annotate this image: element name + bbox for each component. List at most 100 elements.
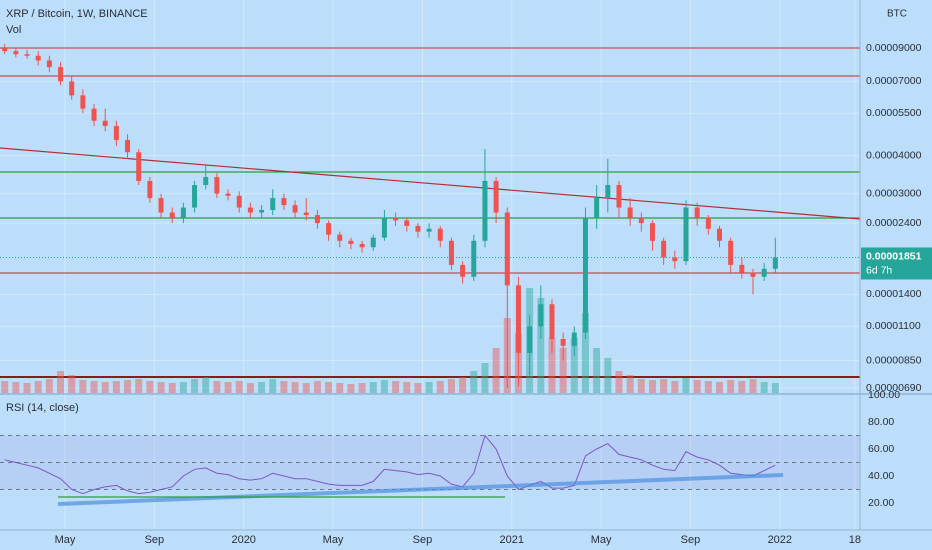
candle-body xyxy=(705,217,711,229)
candle-body xyxy=(281,198,287,206)
candle-body xyxy=(147,180,153,199)
countdown-label: 6d 7h xyxy=(866,264,892,276)
candle-body xyxy=(493,180,499,213)
last-price-badge xyxy=(861,247,932,280)
volume-bar xyxy=(57,371,65,393)
candle-body xyxy=(504,212,510,286)
volume-bar xyxy=(79,380,87,393)
trend-line xyxy=(0,147,861,220)
candle-body xyxy=(259,210,265,213)
volume-bar xyxy=(45,379,53,393)
x-tick-label: Sep xyxy=(413,534,433,546)
volume-bar xyxy=(615,371,623,393)
candle-body xyxy=(627,207,633,218)
candle-body xyxy=(393,217,399,221)
volume-bar xyxy=(682,378,690,393)
volume-bar xyxy=(191,379,199,393)
y-tick-label: 0.00001400 xyxy=(866,288,922,300)
y-tick-label: 0.00007000 xyxy=(866,75,922,87)
rsi-drawings xyxy=(57,473,784,506)
volume-bar xyxy=(693,380,701,393)
volume-bar xyxy=(179,382,187,393)
candle-body xyxy=(549,304,555,339)
candle-body xyxy=(471,240,477,277)
candle-body xyxy=(113,125,119,140)
y-tick-label: 0.00003000 xyxy=(866,187,922,199)
x-tick-label: 2022 xyxy=(768,534,792,546)
candle-body xyxy=(515,285,521,353)
x-tick-label: May xyxy=(55,534,76,546)
y-tick-label: 0.00000850 xyxy=(866,354,922,366)
candle-body xyxy=(303,212,309,216)
volume-bar xyxy=(369,382,377,393)
candle-body xyxy=(560,338,566,346)
candle-body xyxy=(772,257,778,269)
candle-body xyxy=(292,205,298,213)
volume-bar xyxy=(347,384,355,393)
volume-bar xyxy=(146,381,154,393)
volume-bar xyxy=(414,383,422,393)
candle-body xyxy=(404,220,410,226)
candle-body xyxy=(69,81,75,96)
volume-bar xyxy=(380,380,388,393)
volume-bar xyxy=(727,380,735,393)
rsi-title: RSI (14, close) xyxy=(6,402,79,414)
volume-bar xyxy=(403,382,411,393)
y-tick-label: 0.00004000 xyxy=(866,149,922,161)
volume-bar xyxy=(1,381,9,393)
rsi-pane xyxy=(0,434,860,495)
volume-bar xyxy=(258,382,266,393)
volume-bar xyxy=(246,383,254,393)
volume-bar xyxy=(436,381,444,393)
candle-body xyxy=(582,217,588,333)
candle-body xyxy=(236,195,242,208)
volume-bar xyxy=(570,338,578,393)
candle-body xyxy=(716,228,722,241)
candle-body xyxy=(638,217,644,224)
rsi-tick-label: 100.00 xyxy=(868,389,900,401)
candle-body xyxy=(649,223,655,241)
candle-body xyxy=(348,240,354,244)
candle-body xyxy=(661,240,667,258)
candle-body xyxy=(571,332,577,346)
volume-bar xyxy=(626,375,634,393)
candle-body xyxy=(270,198,276,211)
axes: 0.00009000 0.00007000 0.00005500 0.00004000… xyxy=(0,42,932,546)
y-tick-label: 0.00000690 xyxy=(866,382,922,394)
rsi-tick-label: 20.00 xyxy=(868,497,894,509)
rsi-trend-channel xyxy=(57,473,784,506)
candle-body xyxy=(13,51,19,55)
candle-body xyxy=(136,152,142,181)
volume-label: Vol xyxy=(6,24,21,36)
volume-bar xyxy=(23,383,31,393)
candle-body xyxy=(448,240,454,265)
volume-bar xyxy=(704,381,712,393)
candle-body xyxy=(58,67,64,82)
candle-body xyxy=(370,237,376,248)
volume-bar xyxy=(637,379,645,393)
candle-body xyxy=(728,240,734,265)
volume-bar xyxy=(581,313,589,393)
candle-body xyxy=(616,185,622,208)
last-price-label: 0.00001851 xyxy=(866,250,922,262)
rsi-line xyxy=(4,434,776,495)
volume-bar xyxy=(325,382,333,393)
candle-body xyxy=(80,95,86,109)
volume-bar xyxy=(559,348,567,393)
volume-bar xyxy=(336,383,344,393)
candle-body xyxy=(694,207,700,218)
volume-bar xyxy=(660,379,668,393)
volume-bar xyxy=(447,379,455,393)
chart-title: XRP / Bitcoin, 1W, BINANCE xyxy=(6,8,148,20)
volume-bar xyxy=(213,381,221,393)
candle-body xyxy=(426,228,432,232)
x-tick-label: Sep xyxy=(145,534,165,546)
volume-bar xyxy=(112,381,120,393)
volume-bar xyxy=(168,383,176,393)
candle-body xyxy=(538,304,544,327)
candle-body xyxy=(460,264,466,277)
candle-body xyxy=(180,207,186,218)
volume-bar xyxy=(302,383,310,393)
volume-bar xyxy=(68,375,76,393)
